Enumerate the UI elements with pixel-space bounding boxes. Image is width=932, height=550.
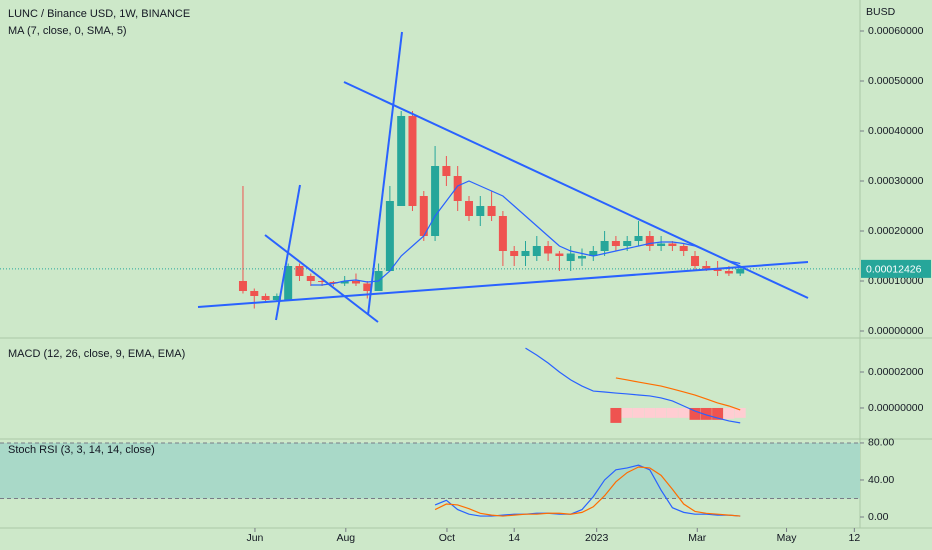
candle-body bbox=[272, 296, 281, 300]
candle-body bbox=[510, 251, 519, 256]
candle-body bbox=[442, 166, 451, 176]
axis-unit: BUSD bbox=[866, 6, 896, 18]
candle-body bbox=[487, 206, 496, 216]
histogram-bar bbox=[689, 407, 701, 420]
x-tick-label: 2023 bbox=[585, 532, 609, 544]
candle-body bbox=[464, 201, 473, 216]
candle-body bbox=[589, 251, 598, 256]
candle-body bbox=[385, 201, 394, 271]
trend-line bbox=[367, 31, 403, 316]
candle-body bbox=[657, 243, 666, 246]
indicator-label: MA (7, close, 0, SMA, 5) bbox=[8, 25, 127, 37]
chart-title: LUNC / Binance USD, 1W, BINANCE bbox=[8, 8, 190, 20]
histogram-bar bbox=[678, 407, 690, 418]
histogram-bar bbox=[666, 407, 678, 418]
candle-body bbox=[566, 253, 575, 261]
last-price-tag bbox=[861, 259, 931, 278]
x-tick-label: May bbox=[777, 532, 798, 544]
candle-body bbox=[600, 241, 609, 251]
candle-body bbox=[250, 291, 259, 296]
y-tick-label: 0.00050000 bbox=[868, 75, 924, 87]
trend-line bbox=[197, 261, 809, 308]
candle-body bbox=[623, 241, 632, 246]
candle-body bbox=[634, 236, 643, 241]
candle-body bbox=[532, 246, 541, 256]
candle-body bbox=[318, 281, 327, 282]
y-tick-label: 0.00060000 bbox=[868, 25, 924, 37]
y-tick-label: 0.00030000 bbox=[868, 175, 924, 187]
histogram-bar bbox=[644, 407, 656, 418]
candle-body bbox=[363, 283, 372, 291]
candle-body bbox=[431, 166, 440, 236]
x-tick-label: Oct bbox=[439, 532, 455, 544]
candle-body bbox=[713, 268, 722, 271]
candle-body bbox=[611, 241, 620, 246]
line-series bbox=[310, 180, 741, 286]
histogram-bar bbox=[610, 407, 622, 423]
candle-body bbox=[419, 196, 428, 236]
histogram-bar bbox=[700, 407, 712, 420]
trend-line bbox=[275, 184, 301, 321]
trend-line bbox=[264, 234, 379, 323]
histogram-bar bbox=[633, 407, 645, 418]
x-tick-label: Jun bbox=[246, 532, 263, 544]
candle-body bbox=[476, 206, 485, 216]
candle-body bbox=[261, 296, 270, 300]
candle-body bbox=[555, 253, 564, 256]
candle-body bbox=[521, 251, 530, 256]
line-series bbox=[525, 347, 741, 424]
x-tick-label: Mar bbox=[688, 532, 707, 544]
y-tick-label: 80.00 bbox=[868, 437, 894, 449]
candle-body bbox=[340, 281, 349, 284]
candle-body bbox=[295, 266, 304, 276]
candle-body bbox=[645, 236, 654, 246]
candle-body bbox=[397, 116, 406, 206]
y-tick-label: 0.00 bbox=[868, 511, 889, 523]
y-tick-label: 0.00040000 bbox=[868, 125, 924, 137]
candle-body bbox=[238, 281, 247, 291]
histogram-bar bbox=[621, 407, 633, 418]
candle-body bbox=[498, 216, 507, 251]
line-series bbox=[434, 466, 741, 517]
candle-body bbox=[577, 256, 586, 259]
candle-body bbox=[736, 268, 745, 274]
candle-body bbox=[408, 116, 417, 206]
candle-body bbox=[351, 281, 360, 284]
candle-body bbox=[668, 243, 677, 246]
y-tick-label: 0.00000000 bbox=[868, 325, 924, 337]
line-series bbox=[615, 377, 741, 411]
line-series bbox=[434, 464, 741, 517]
indicator-label: Stoch RSI (3, 3, 14, 14, close) bbox=[8, 444, 155, 456]
y-tick-label: 0.00002000 bbox=[868, 366, 924, 378]
last-price-label: 0.00012426 bbox=[866, 264, 922, 276]
candle-body bbox=[702, 266, 711, 269]
y-tick-label: 40.00 bbox=[868, 474, 894, 486]
x-tick-label: Aug bbox=[336, 532, 355, 544]
candle-body bbox=[329, 282, 338, 284]
macd-pane: 0.00000000 0.00002000 bbox=[525, 347, 924, 424]
candle-body bbox=[679, 246, 688, 251]
y-tick-label: 0.00000000 bbox=[868, 402, 924, 414]
histogram-bar bbox=[734, 407, 746, 418]
histogram-bar bbox=[723, 407, 735, 419]
trend-line bbox=[343, 81, 809, 299]
candle-body bbox=[453, 176, 462, 201]
candle-body bbox=[691, 256, 700, 266]
indicator-label: MACD (12, 26, close, 9, EMA, EMA) bbox=[8, 348, 185, 360]
y-tick-label: 0.00020000 bbox=[868, 225, 924, 237]
histogram-bar bbox=[712, 407, 724, 420]
candle-body bbox=[724, 271, 733, 274]
candle-body bbox=[544, 246, 553, 254]
stoch-rsi-pane: 0.00 40.00 80.00 bbox=[0, 437, 894, 523]
histogram-bar bbox=[655, 407, 667, 418]
candle-body bbox=[284, 266, 293, 301]
price-pane: 0.000000000.000100000.000200000.00030000… bbox=[0, 25, 931, 337]
x-tick-label: 14 bbox=[508, 532, 520, 544]
trend-lines bbox=[197, 31, 809, 323]
rsi-band bbox=[0, 442, 860, 499]
x-tick-label: 12 bbox=[849, 532, 861, 544]
candle-body bbox=[306, 276, 315, 281]
